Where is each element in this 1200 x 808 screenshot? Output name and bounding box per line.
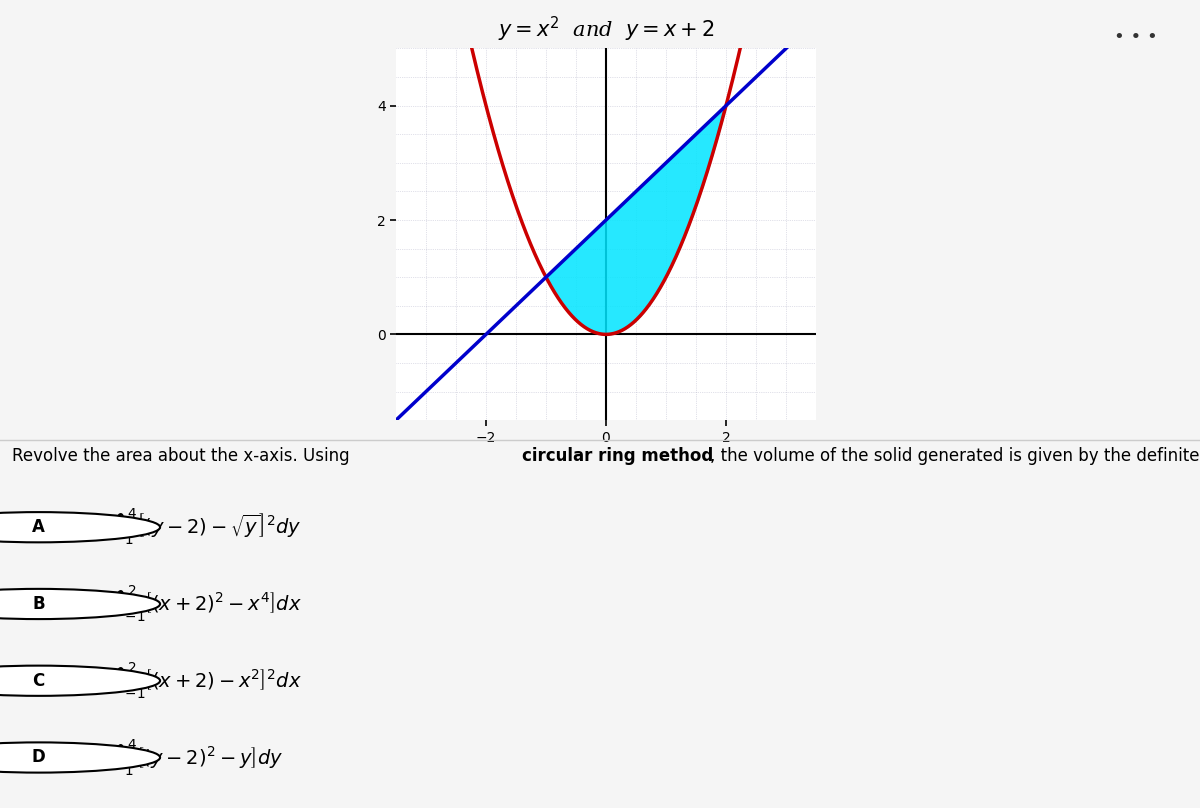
Text: Revolve the area about the x-axis. Using: Revolve the area about the x-axis. Using <box>12 447 355 465</box>
Text: C: C <box>32 671 44 690</box>
Title: $y = x^2$  and  $y = x+2$: $y = x^2$ and $y = x+2$ <box>498 15 714 44</box>
Circle shape <box>0 743 160 772</box>
Text: A: A <box>32 518 46 537</box>
Text: • • •: • • • <box>1115 28 1158 46</box>
Text: $\pi\int_{1}^{4}\left[(y-2)^{2}-y\right]dy$: $\pi\int_{1}^{4}\left[(y-2)^{2}-y\right]… <box>100 738 284 777</box>
Text: D: D <box>31 748 46 767</box>
Circle shape <box>0 512 160 542</box>
Text: $\pi\int_{-1}^{2}\left[(x+2)-x^{2}\right]^{2}dx$: $\pi\int_{-1}^{2}\left[(x+2)-x^{2}\right… <box>100 661 302 701</box>
Text: $\pi\int_{-1}^{2}\left[(x+2)^{2}-x^{4}\right]dx$: $\pi\int_{-1}^{2}\left[(x+2)^{2}-x^{4}\r… <box>100 584 302 624</box>
Text: , the volume of the solid generated is given by the definite integral: , the volume of the solid generated is g… <box>710 447 1200 465</box>
Text: B: B <box>32 595 44 613</box>
Text: $\pi\int_{1}^{4}\left[(y-2)-\sqrt{y}\right]^{2}dy$: $\pi\int_{1}^{4}\left[(y-2)-\sqrt{y}\rig… <box>100 507 302 547</box>
Circle shape <box>0 589 160 619</box>
Text: circular ring method: circular ring method <box>522 447 713 465</box>
Circle shape <box>0 666 160 696</box>
